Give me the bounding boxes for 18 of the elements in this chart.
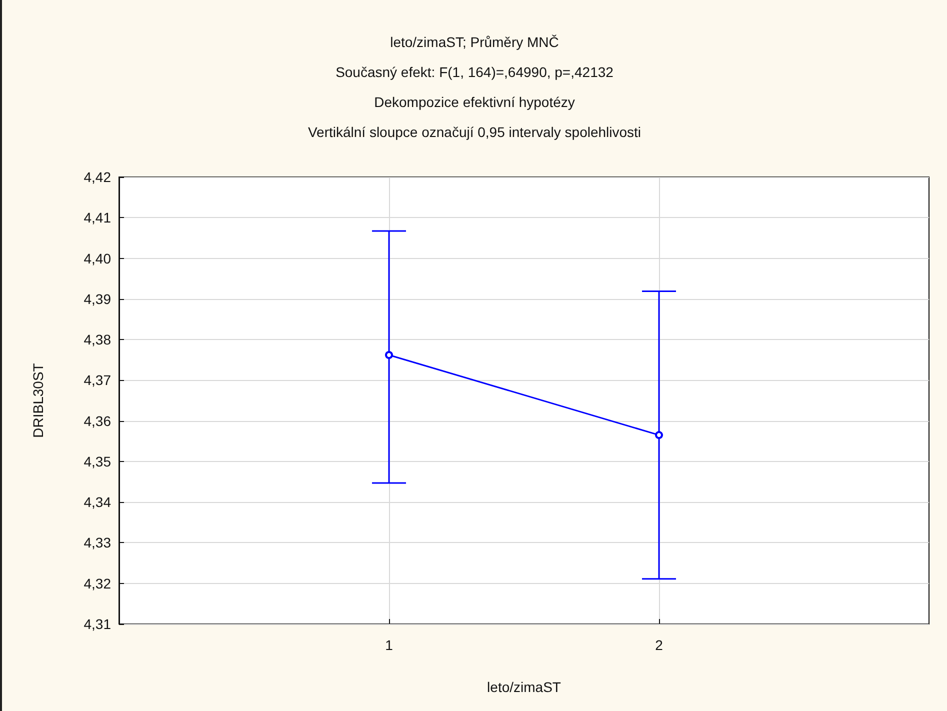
chart-title: leto/zimaST; Průměry MNČ [390, 34, 559, 50]
y-tick-label: 4,36 [84, 412, 112, 429]
y-tick-label: 4,40 [84, 250, 112, 266]
chart-subtitle: Současný efekt: F(1, 164)=,64990, p=,42132 Dekompozice efektivní hypotézy Vertikální sloupce označují 0,95 intervaly spolehlivosti [308, 64, 642, 140]
y-tick-label: 4,41 [84, 210, 112, 226]
y-tick-label: 4,39 [84, 290, 112, 307]
y-tick-label: 4,33 [84, 534, 112, 551]
y-tick-label: 4,38 [84, 332, 112, 348]
y-tick-label: 4,31 [84, 616, 112, 632]
y-tick-label: 4,42 [84, 169, 112, 185]
x-tick-label: 2 [655, 637, 664, 653]
y-tick-label: 4,32 [84, 575, 112, 592]
y-tick-label: 4,34 [84, 494, 112, 510]
y-axis-title: DRIBL30ST [30, 362, 46, 438]
y-tick-label: 4,37 [84, 372, 112, 388]
x-tick-label: 1 [385, 637, 394, 653]
x-axis-title: leto/zimaST [487, 679, 562, 695]
y-tick-label: 4,35 [84, 453, 112, 470]
